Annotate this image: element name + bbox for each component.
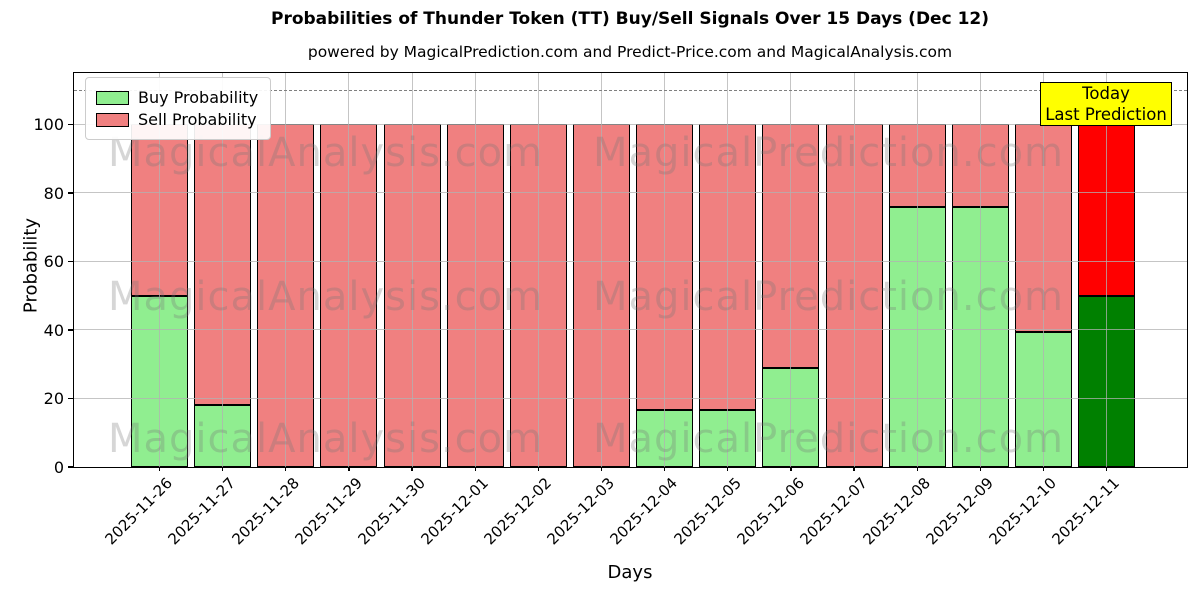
legend-sell-label: Sell Probability [138, 110, 257, 129]
legend-item-buy: Buy Probability [96, 88, 258, 107]
legend: Buy Probability Sell Probability [85, 77, 272, 140]
x-tick-label: 2025-12-02 [480, 474, 556, 549]
plot-area: MagicalAnalysis.com MagicalPrediction.com… [73, 72, 1188, 468]
vertical-gridline [727, 73, 729, 467]
y-tick-label: 80 [43, 183, 64, 203]
chart-title: Probabilities of Thunder Token (TT) Buy/… [270, 9, 990, 29]
watermark-analysis: MagicalAnalysis.com [108, 416, 544, 462]
buy-swatch-icon [96, 90, 129, 105]
watermark-prediction: MagicalPrediction.com [593, 274, 1064, 320]
x-tick-label: 2025-12-06 [733, 474, 808, 549]
x-tick-label: 2025-11-28 [228, 474, 303, 549]
x-tick-label: 2025-11-27 [164, 474, 240, 549]
watermark-analysis: MagicalAnalysis.com [108, 274, 544, 320]
x-tick-label: 2025-12-07 [796, 474, 871, 549]
vertical-gridline [1042, 73, 1044, 467]
legend-buy-label: Buy Probability [138, 88, 259, 107]
watermark-prediction: MagicalPrediction.com [593, 130, 1064, 176]
horizontal-gridline [74, 397, 1187, 399]
legend-item-sell: Sell Probability [96, 110, 258, 129]
x-tick-mark [600, 466, 603, 471]
y-tick-label: 100 [33, 115, 64, 135]
x-tick-mark [916, 466, 918, 471]
vertical-gridline [474, 73, 476, 467]
x-tick-mark [348, 466, 350, 471]
vertical-gridline [1106, 73, 1108, 467]
y-tick-mark [68, 192, 73, 194]
x-tick-mark [537, 466, 540, 471]
x-tick-mark [158, 466, 161, 471]
x-tick-label: 2025-11-30 [354, 474, 429, 549]
x-tick-label: 2025-12-03 [543, 474, 619, 549]
today-annotation-line2: Last Prediction [1045, 105, 1167, 124]
y-tick-label: 60 [43, 252, 64, 272]
x-tick-label: 2025-12-01 [417, 474, 492, 549]
horizontal-gridline [74, 260, 1187, 262]
dashed-threshold-line [74, 90, 1187, 92]
x-tick-mark [1106, 466, 1108, 471]
horizontal-gridline [74, 123, 1187, 125]
x-tick-mark [979, 466, 982, 471]
vertical-gridline [348, 73, 350, 467]
vertical-gridline [664, 73, 666, 467]
y-tick-label: 40 [43, 320, 64, 340]
sell-swatch-icon [96, 112, 129, 127]
vertical-gridline [979, 73, 981, 467]
x-tick-mark [727, 466, 729, 471]
horizontal-gridline [74, 329, 1187, 331]
x-tick-mark [222, 466, 224, 471]
y-tick-mark [68, 123, 73, 126]
x-tick-label: 2025-11-26 [101, 474, 177, 549]
today-annotation-line1: Today [1082, 84, 1130, 103]
vertical-gridline [853, 73, 855, 467]
x-tick-label: 2025-12-09 [922, 474, 998, 549]
x-tick-label: 2025-11-29 [291, 474, 366, 549]
vertical-gridline [600, 73, 602, 467]
x-tick-mark [664, 466, 666, 471]
vertical-gridline [537, 73, 539, 467]
horizontal-gridline [74, 192, 1187, 194]
vertical-gridline [916, 73, 918, 467]
vertical-gridline [285, 73, 287, 467]
y-tick-mark [68, 466, 73, 468]
x-tick-mark [1042, 466, 1045, 471]
x-tick-mark [790, 466, 792, 471]
x-tick-label: 2025-12-11 [1048, 474, 1124, 549]
vertical-gridline [411, 73, 413, 467]
x-tick-mark [411, 466, 413, 471]
x-tick-label: 2025-12-05 [670, 474, 745, 549]
vertical-gridline [222, 73, 224, 467]
chart-subtitle: powered by MagicalPrediction.com and Pre… [307, 43, 953, 61]
y-tick-label: 0 [53, 458, 64, 477]
x-axis-label: Days [607, 562, 653, 583]
x-tick-label: 2025-12-08 [859, 474, 934, 549]
vertical-gridline [790, 73, 792, 467]
x-tick-label: 2025-12-04 [606, 474, 682, 549]
today-annotation-box: Today Last Prediction [1040, 82, 1172, 126]
x-tick-mark [285, 466, 287, 471]
watermark-prediction: MagicalPrediction.com [593, 416, 1064, 462]
x-tick-mark [853, 466, 855, 471]
y-tick-mark [68, 260, 73, 263]
y-tick-mark [68, 397, 73, 400]
x-tick-label: 2025-12-10 [985, 474, 1061, 549]
vertical-gridline [159, 73, 160, 467]
y-tick-mark [68, 329, 73, 331]
y-tick-label: 20 [43, 389, 64, 409]
x-tick-mark [474, 466, 476, 471]
